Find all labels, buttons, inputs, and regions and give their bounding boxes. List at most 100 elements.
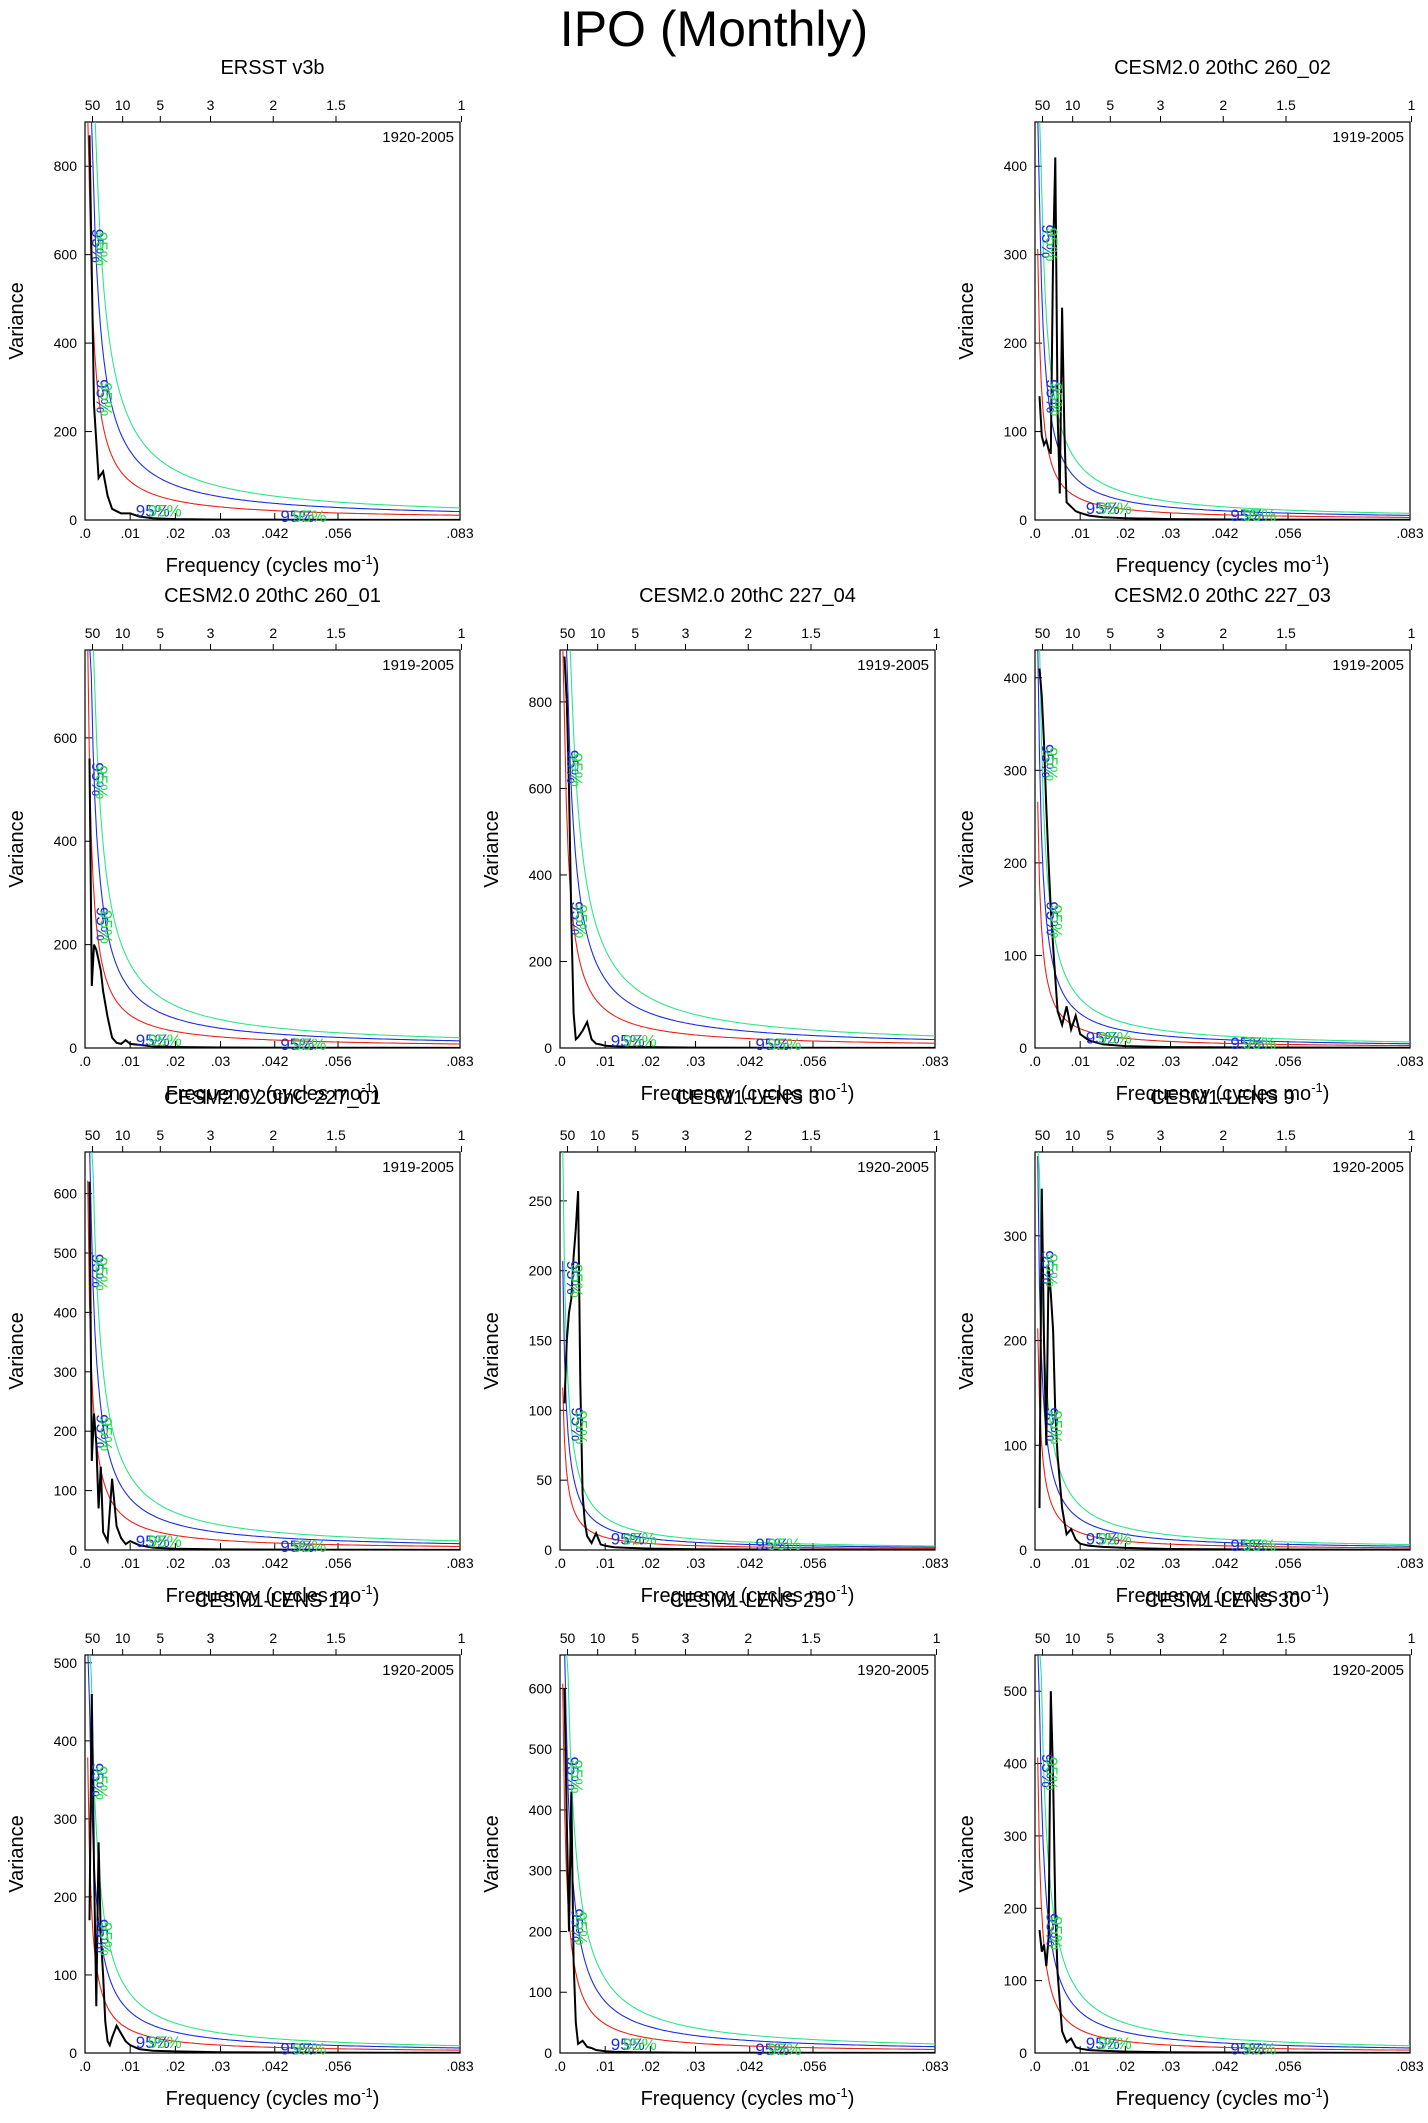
y-tick-label: 200 bbox=[54, 424, 78, 440]
y-tick-label: 100 bbox=[1004, 1437, 1028, 1453]
conf-label: 95% bbox=[1230, 1034, 1264, 1053]
conf-label: 95% bbox=[148, 1532, 182, 1551]
x-tick-label: .083 bbox=[446, 1555, 473, 1571]
spectrum-line bbox=[1038, 1691, 1410, 2053]
y-tick-label: 300 bbox=[54, 1364, 78, 1380]
x-tick-label: .0 bbox=[1029, 1555, 1041, 1571]
conf-label: 95% bbox=[1230, 506, 1264, 525]
y-axis-label: Variance bbox=[6, 1815, 28, 1892]
y-tick-label: 300 bbox=[1004, 1828, 1028, 1844]
period-tick-label: 50 bbox=[1035, 625, 1051, 641]
y-tick-label: 500 bbox=[54, 1245, 78, 1261]
x-tick-label: .02 bbox=[641, 2058, 661, 2074]
x-tick-label: .03 bbox=[686, 2058, 706, 2074]
red-noise-curve bbox=[87, 1757, 460, 2051]
y-tick-label: 400 bbox=[1004, 670, 1028, 686]
period-tick-label: 1 bbox=[1408, 1630, 1416, 1646]
red-noise-curve bbox=[562, 650, 935, 1044]
spectrum-line bbox=[88, 758, 460, 1048]
y-axis-label: Variance bbox=[481, 1815, 503, 1892]
conf-label: 95% bbox=[280, 507, 314, 526]
period-tick-label: 3 bbox=[1157, 1127, 1165, 1143]
y-tick-label: 600 bbox=[54, 730, 78, 746]
spectrum-line bbox=[563, 1191, 935, 1550]
conf-95-curve bbox=[1037, 650, 1410, 1045]
x-tick-label: .01 bbox=[1070, 1555, 1090, 1571]
conf-label: 95% bbox=[767, 2040, 801, 2059]
period-tick-label: 2 bbox=[1219, 625, 1227, 641]
period-tick-label: 1 bbox=[1408, 1127, 1416, 1143]
spectrum-panel: CESM2.0 20thC 227_01 1919-2005 .0 .01 .02 .03… bbox=[6, 1087, 474, 1607]
period-tick-label: 2 bbox=[269, 625, 277, 641]
period-tick-label: 1 bbox=[458, 97, 466, 113]
conf-label: 95% bbox=[1098, 2034, 1132, 2053]
period-tick-label: 2 bbox=[269, 1127, 277, 1143]
x-tick-label: .03 bbox=[1161, 1053, 1181, 1069]
period-tick-label: 3 bbox=[1157, 97, 1165, 113]
y-tick-label: 400 bbox=[54, 1733, 78, 1749]
x-tick-label: .056 bbox=[1274, 2058, 1301, 2074]
conf-95-curve bbox=[1037, 122, 1410, 516]
conf-label: 95% bbox=[611, 1032, 645, 1051]
conf-label: 95% bbox=[88, 1763, 107, 1797]
x-tick-label: .0 bbox=[79, 2058, 91, 2074]
conf-label: 95% bbox=[136, 501, 170, 520]
spectrum-panel: CESM1-LENS 14 1920-2005 .0 .01 .02 .03 .042 .05… bbox=[6, 1590, 474, 2110]
conf-label: 95% bbox=[1046, 382, 1065, 416]
x-tick-label: .03 bbox=[686, 1555, 706, 1571]
period-tick-label: 50 bbox=[560, 1630, 576, 1646]
period-tick-label: 5 bbox=[1106, 1127, 1114, 1143]
x-tick-label: .02 bbox=[166, 2058, 186, 2074]
conf-label: 95% bbox=[1046, 1916, 1065, 1950]
spectrum-panel: CESM1-LENS 30 1920-2005 .0 .01 .02 .03 .042 .05… bbox=[956, 1590, 1424, 2110]
conf-label: 95% bbox=[611, 2035, 645, 2054]
x-tick-label: .042 bbox=[1211, 2058, 1238, 2074]
period-tick-label: 1 bbox=[458, 1630, 466, 1646]
y-tick-label: 800 bbox=[54, 158, 78, 174]
period-tick-label: 1.5 bbox=[801, 625, 821, 641]
y-tick-label: 400 bbox=[529, 1802, 553, 1818]
x-axis-label: Frequency (cycles mo-1) bbox=[166, 1582, 380, 1607]
x-tick-label: .083 bbox=[921, 1053, 948, 1069]
period-tick-label: 1.5 bbox=[801, 1630, 821, 1646]
period-tick-label: 1 bbox=[1408, 625, 1416, 641]
period-label: 1920-2005 bbox=[1332, 1159, 1404, 1176]
conf-label: 95% bbox=[1242, 1536, 1276, 1555]
period-tick-label: 50 bbox=[1035, 1630, 1051, 1646]
conf-label: 95% bbox=[571, 904, 590, 938]
x-tick-label: .083 bbox=[1396, 525, 1423, 541]
x-tick-label: .0 bbox=[79, 1053, 91, 1069]
period-tick-label: 50 bbox=[85, 1127, 101, 1143]
y-tick-label: 300 bbox=[54, 1811, 78, 1827]
conf-label: 95% bbox=[1038, 1250, 1057, 1284]
spectrum-panel: CESM1-LENS 3 1920-2005 .0 .01 .02 .03 .042 .056… bbox=[481, 1087, 949, 1607]
spectrum-line bbox=[563, 1688, 935, 2053]
period-tick-label: 1 bbox=[1408, 97, 1416, 113]
conf-label: 95% bbox=[755, 1535, 789, 1554]
period-tick-label: 2 bbox=[269, 1630, 277, 1646]
y-tick-label: 0 bbox=[544, 1040, 552, 1056]
x-tick-label: .056 bbox=[799, 2058, 826, 2074]
y-tick-label: 200 bbox=[529, 953, 553, 969]
conf-95-curve bbox=[564, 1655, 935, 2048]
y-tick-label: 0 bbox=[544, 1542, 552, 1558]
period-tick-label: 1.5 bbox=[326, 1630, 346, 1646]
conf-label: 95% bbox=[767, 1535, 801, 1554]
conf-label: 95% bbox=[563, 1756, 582, 1790]
conf-label: 95% bbox=[1098, 1530, 1132, 1549]
spectrum-panel: CESM2.0 20thC 227_04 1919-2005 .0 .01 .02 .03… bbox=[481, 585, 949, 1105]
x-tick-label: .03 bbox=[211, 525, 231, 541]
conf-label: 95% bbox=[755, 1035, 789, 1054]
panel-title: CESM2.0 20thC 227_01 bbox=[164, 1087, 381, 1109]
x-tick-label: .03 bbox=[1161, 1555, 1181, 1571]
period-tick-label: 10 bbox=[115, 1127, 131, 1143]
conf-95-curve bbox=[1037, 1155, 1410, 1547]
period-tick-label: 3 bbox=[207, 1127, 215, 1143]
plot-frame bbox=[84, 121, 461, 521]
x-tick-label: .083 bbox=[446, 525, 473, 541]
period-tick-label: 10 bbox=[1065, 97, 1081, 113]
y-tick-label: 200 bbox=[1004, 1333, 1028, 1349]
conf-label: 95% bbox=[148, 2033, 182, 2052]
period-tick-label: 1.5 bbox=[1276, 97, 1296, 113]
x-tick-label: .02 bbox=[1116, 525, 1136, 541]
